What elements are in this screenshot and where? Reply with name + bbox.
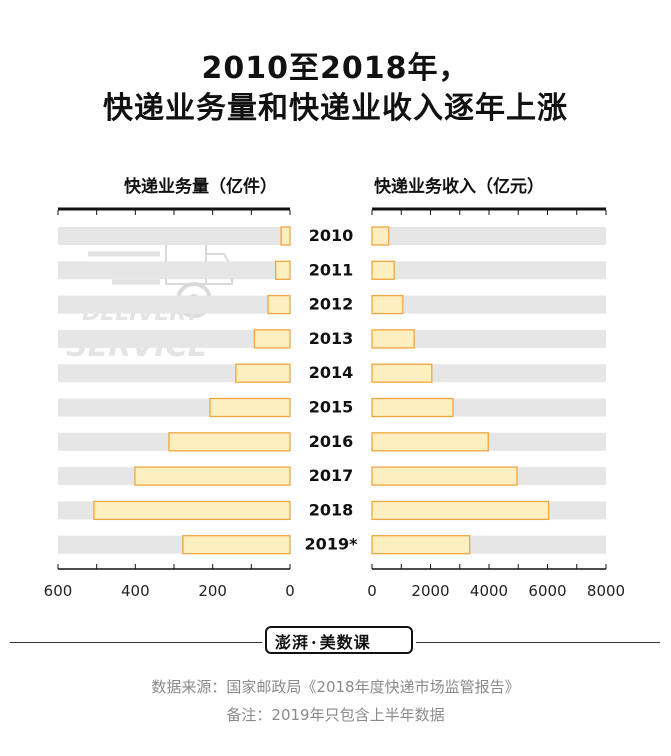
right-panel-title: 快递业务收入（亿元） [374, 177, 544, 197]
left-tick-label: 0 [285, 582, 295, 600]
data-source: 数据来源：国家邮政局《2018年度快递市场监管报告》 [151, 678, 520, 696]
year-label: 2010 [309, 226, 354, 245]
left-row-band [58, 295, 290, 314]
right-tick-label: 8000 [587, 582, 625, 600]
footer-divider-right [416, 642, 660, 643]
right-row-band [372, 295, 606, 314]
year-label: 2016 [309, 432, 354, 451]
right-tick-label: 0 [367, 582, 377, 600]
year-label: 2017 [309, 466, 354, 485]
right-row-band [372, 261, 606, 280]
revenue-bar-2018 [371, 500, 550, 521]
footer-divider-left [10, 642, 262, 643]
revenue-bar-2013 [371, 329, 415, 349]
footnote: 备注：2019年只包含上半年数据 [226, 706, 445, 724]
year-label: 2018 [309, 500, 354, 519]
volume-bar-2018 [93, 500, 291, 521]
revenue-bar-2014 [371, 363, 433, 383]
logo-frame [265, 626, 413, 654]
right-tick-label: 2000 [411, 582, 449, 600]
revenue-bar-2012 [371, 294, 404, 315]
year-label: 2013 [309, 329, 354, 348]
revenue-bar-2011 [371, 260, 395, 280]
volume-bar-2015 [209, 397, 291, 418]
volume-bar-2010 [280, 226, 291, 246]
left-tick-label: 400 [121, 582, 150, 600]
right-row-band [372, 227, 606, 245]
chart-title-line1: 2010至2018年， [201, 51, 470, 86]
left-panel-title: 快递业务量（亿件） [124, 177, 277, 197]
volume-bar-2013 [253, 329, 291, 349]
volume-bar-2016 [168, 432, 291, 452]
revenue-bar-2015 [371, 397, 454, 418]
volume-bar-2017 [134, 466, 291, 486]
revenue-bar-2010 [371, 226, 390, 246]
logo-dot: · [311, 633, 318, 652]
year-label: 2019* [305, 535, 359, 554]
left-row-band [58, 261, 290, 280]
revenue-bar-2017 [371, 466, 518, 486]
thepaper-logo: 澎湃 · 美数课 [255, 626, 415, 656]
volume-bar-2019 [182, 535, 291, 555]
left-row-band [58, 227, 290, 245]
revenue-bar-2016 [371, 432, 489, 452]
right-tick-label: 4000 [470, 582, 508, 600]
year-label: 2014 [309, 363, 354, 382]
chart-title-line2: 快递业务量和快递业收入逐年上涨 [103, 91, 568, 126]
year-label: 2011 [309, 260, 354, 279]
volume-bar-2014 [235, 363, 291, 383]
right-tick-label: 6000 [528, 582, 566, 600]
left-row-band [58, 329, 290, 348]
right-row-band [372, 329, 606, 348]
left-tick-label: 200 [198, 582, 227, 600]
revenue-bar-2019 [371, 535, 471, 555]
volume-bar-2012 [267, 294, 291, 315]
chart-canvas: DELIVERY SERVICE 20102011201220132014201… [44, 207, 625, 600]
year-label: 2015 [309, 398, 354, 417]
left-tick-label: 600 [44, 582, 73, 600]
volume-bar-2011 [275, 260, 291, 280]
logo-column: 美数课 [319, 633, 371, 652]
left-row-band [58, 364, 290, 383]
logo-brand: 澎湃 [275, 633, 310, 652]
year-label: 2012 [309, 295, 354, 314]
